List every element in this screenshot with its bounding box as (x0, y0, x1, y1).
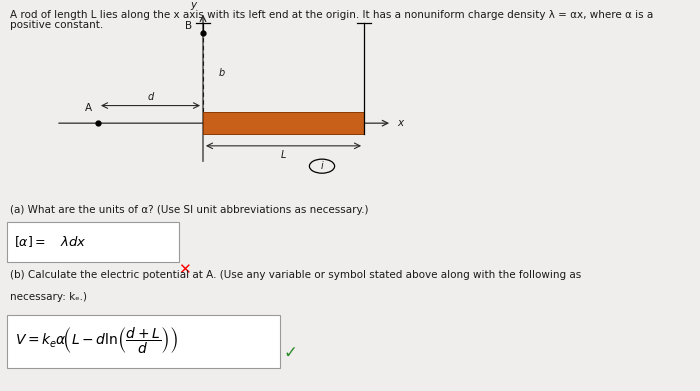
Text: A: A (85, 103, 92, 113)
Text: d: d (148, 91, 153, 102)
Text: b: b (218, 68, 225, 78)
Text: (a) What are the units of α? (Use SI unit abbreviations as necessary.): (a) What are the units of α? (Use SI uni… (10, 205, 369, 215)
Text: positive constant.: positive constant. (10, 20, 104, 30)
FancyBboxPatch shape (7, 222, 178, 262)
Text: $V = k_e\alpha\!\left(L-d\ln\!\left(\dfrac{d+L}{d}\right)\right)$: $V = k_e\alpha\!\left(L-d\ln\!\left(\dfr… (15, 326, 179, 356)
Text: $[\alpha] = $: $[\alpha] = $ (14, 235, 46, 249)
Text: necessary: kₑ.): necessary: kₑ.) (10, 292, 88, 303)
Text: (b) Calculate the electric potential at A. (Use any variable or symbol stated ab: (b) Calculate the electric potential at … (10, 270, 582, 280)
Text: i: i (321, 161, 323, 171)
Text: x: x (398, 118, 404, 128)
Text: A rod of length L lies along the x axis with its left end at the origin. It has : A rod of length L lies along the x axis … (10, 10, 654, 20)
Bar (203, 112, 364, 134)
Text: L: L (281, 150, 286, 160)
FancyBboxPatch shape (7, 315, 280, 368)
Text: B: B (186, 21, 192, 31)
Text: ✕: ✕ (178, 262, 191, 277)
Text: $\lambda dx$: $\lambda dx$ (60, 235, 86, 249)
Text: ✓: ✓ (284, 344, 298, 362)
Text: y: y (190, 0, 196, 10)
